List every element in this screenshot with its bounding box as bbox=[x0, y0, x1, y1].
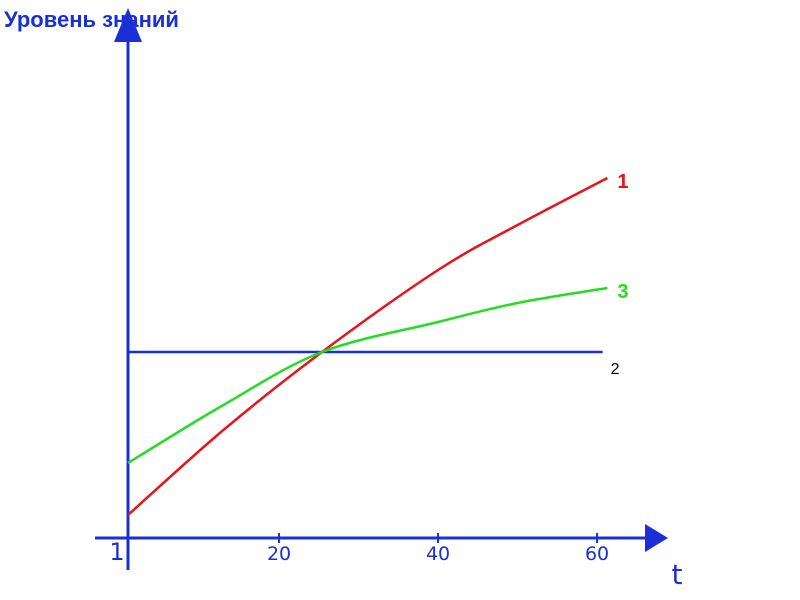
x-tick-label-40: 40 bbox=[426, 543, 450, 565]
x-tick-label-60: 60 bbox=[585, 543, 609, 565]
x-axis-arrow bbox=[645, 524, 668, 552]
series-label-1: 1 bbox=[617, 171, 628, 193]
series-line-3 bbox=[127, 286, 608, 465]
series-label-3: 3 bbox=[617, 281, 628, 303]
series-label-2: 2 bbox=[611, 361, 620, 378]
series-line-1 bbox=[127, 176, 608, 516]
y-axis-label: Уровень знаний bbox=[4, 7, 179, 32]
x-axis-label: t bbox=[672, 558, 683, 591]
y-axis-arrow bbox=[114, 8, 142, 42]
x-tick-label-1: 1 bbox=[109, 538, 124, 566]
x-tick-label-20: 20 bbox=[267, 543, 291, 565]
